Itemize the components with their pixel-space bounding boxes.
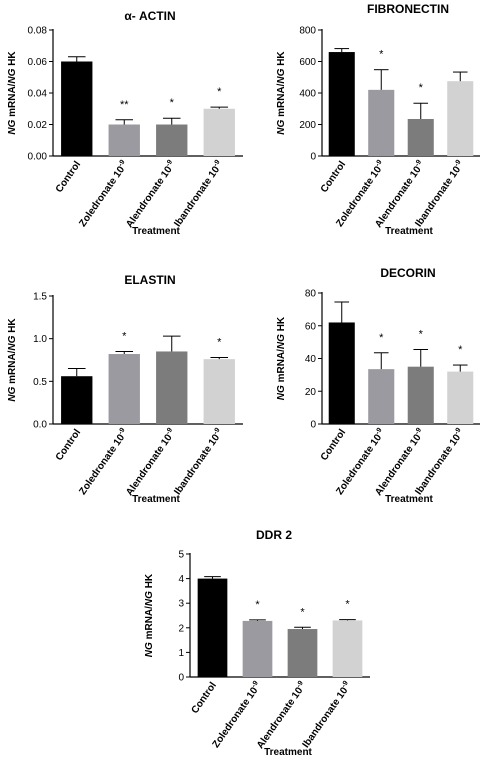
y-tick-label: 800 [299, 26, 316, 37]
bar [328, 52, 355, 156]
x-axis-label: Treatment [132, 494, 180, 505]
x-tick-label: Control [54, 427, 84, 463]
y-tick-label: 200 [299, 120, 316, 131]
x-tick-label: Control [319, 427, 349, 463]
x-tick-label: Zoledronate 10-9 [76, 427, 130, 497]
y-tick-label: 0.08 [28, 26, 48, 37]
significance-marker: * [345, 599, 350, 611]
bar [203, 359, 235, 424]
chart-title: DECORIN [380, 266, 435, 280]
x-axis-label: Treatment [132, 226, 180, 237]
y-tick-label: 2 [178, 623, 184, 634]
y-tick-label: 3 [178, 599, 184, 610]
y-tick-label: 60 [305, 321, 317, 332]
chart-panel: FIBRONECTIN 0 200 400 600 800 NG mRNA/NG HK Con… [276, 2, 480, 237]
x-tick-label: Ibandronate 10-9 [171, 159, 225, 229]
y-axis-label: NG mRNA/NG HK [276, 316, 287, 400]
bar [287, 629, 318, 677]
bar [407, 366, 434, 424]
x-tick-label: Alendronate 10-9 [123, 159, 178, 230]
y-tick-label: 0 [310, 152, 316, 163]
x-tick-label: Zoledronate 10-9 [76, 159, 130, 229]
x-tick-label: Zoledronate 10-9 [210, 680, 264, 750]
chart-panel: α- ACTIN 0.00 0.02 0.04 0.06 0.08 NG mRNA/NG H… [7, 9, 243, 237]
bar [61, 376, 93, 424]
y-tick-label: 20 [305, 387, 317, 398]
y-tick-label: 0.06 [28, 57, 48, 68]
y-axis-label: NG mRNA/NG HK [276, 51, 287, 135]
bar [108, 354, 140, 424]
y-tick-label: 40 [305, 354, 317, 365]
chart-title: α- ACTIN [124, 9, 175, 23]
y-tick-label: 80 [305, 289, 317, 300]
y-tick-label: 4 [178, 574, 184, 585]
chart-panel: DDR 2 0 1 2 3 4 5 NG mRNA/NG HK Control * Zoledron… [144, 528, 370, 758]
chart-panel: ELASTIN 0.0 0.5 1.0 1.5 NG mRNA/NG HK Control *… [7, 273, 243, 505]
significance-marker: * [419, 328, 424, 340]
y-tick-label: 1.0 [33, 334, 47, 345]
significance-marker: * [170, 97, 175, 109]
x-tick-label: Ibandronate 10-9 [171, 427, 225, 497]
y-tick-label: 600 [299, 57, 316, 68]
chart-title: FIBRONECTIN [367, 2, 449, 16]
bar [108, 124, 140, 156]
y-tick-label: 0.00 [28, 152, 48, 163]
y-tick-label: 0.5 [33, 377, 47, 388]
bar [368, 369, 395, 424]
y-tick-label: 5 [178, 550, 184, 561]
bar [242, 620, 273, 677]
significance-marker: * [458, 344, 463, 356]
significance-marker: * [379, 49, 384, 61]
significance-marker: * [300, 606, 305, 618]
significance-marker: * [379, 332, 384, 344]
x-axis-label: Treatment [385, 226, 433, 237]
significance-marker: * [217, 336, 222, 348]
y-tick-label: 1 [178, 648, 184, 659]
significance-marker: * [122, 330, 127, 342]
chart-title: DDR 2 [256, 528, 292, 542]
bar [368, 89, 395, 156]
y-tick-label: 0.0 [33, 420, 47, 431]
significance-marker: * [255, 599, 260, 611]
bar [447, 81, 474, 156]
y-tick-label: 0 [178, 673, 184, 684]
y-axis-label: NG mRNA/NG HK [7, 318, 18, 402]
bar [447, 371, 474, 424]
bar [156, 351, 188, 424]
y-tick-label: 400 [299, 89, 316, 100]
y-axis-label: NG mRNA/NG HK [144, 573, 155, 657]
bar [407, 118, 434, 156]
x-tick-label: Control [54, 159, 84, 195]
y-tick-label: 0.02 [28, 120, 48, 131]
bar [197, 578, 228, 677]
significance-marker: ** [120, 99, 129, 111]
y-tick-label: 1.5 [33, 292, 47, 303]
bar [203, 108, 235, 156]
chart-title: ELASTIN [124, 273, 175, 287]
significance-marker: * [217, 86, 222, 98]
significance-marker: * [419, 82, 424, 94]
x-axis-label: Treatment [264, 747, 312, 758]
bar [61, 61, 93, 156]
y-axis-label: NG mRNA/NG HK [7, 51, 18, 135]
y-tick-label: 0 [310, 420, 316, 431]
x-tick-label: Control [319, 159, 349, 195]
bar [332, 620, 363, 677]
bar [156, 124, 188, 156]
bar [328, 322, 355, 424]
x-tick-label: Ibandronate 10-9 [300, 680, 354, 750]
x-tick-label: Control [190, 680, 220, 716]
x-axis-label: Treatment [385, 494, 433, 505]
x-tick-label: Alendronate 10-9 [254, 680, 309, 751]
x-tick-label: Alendronate 10-9 [123, 427, 178, 498]
y-tick-label: 0.04 [28, 89, 48, 100]
